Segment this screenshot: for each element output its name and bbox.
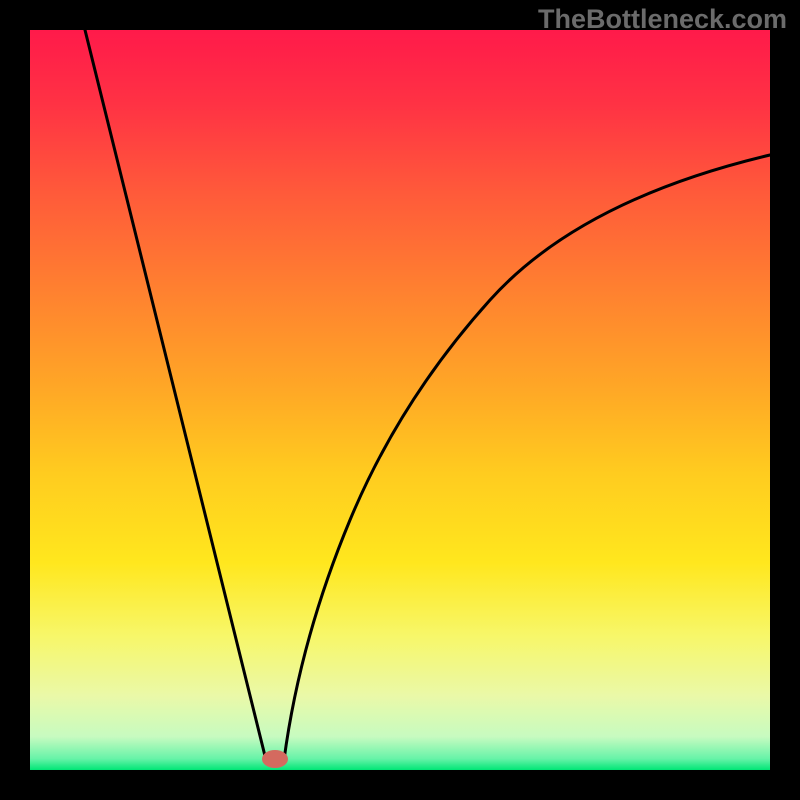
plot-area <box>30 30 770 770</box>
watermark-text: TheBottleneck.com <box>538 4 787 35</box>
chart-container: TheBottleneck.com <box>0 0 800 800</box>
minimum-marker <box>262 750 288 768</box>
